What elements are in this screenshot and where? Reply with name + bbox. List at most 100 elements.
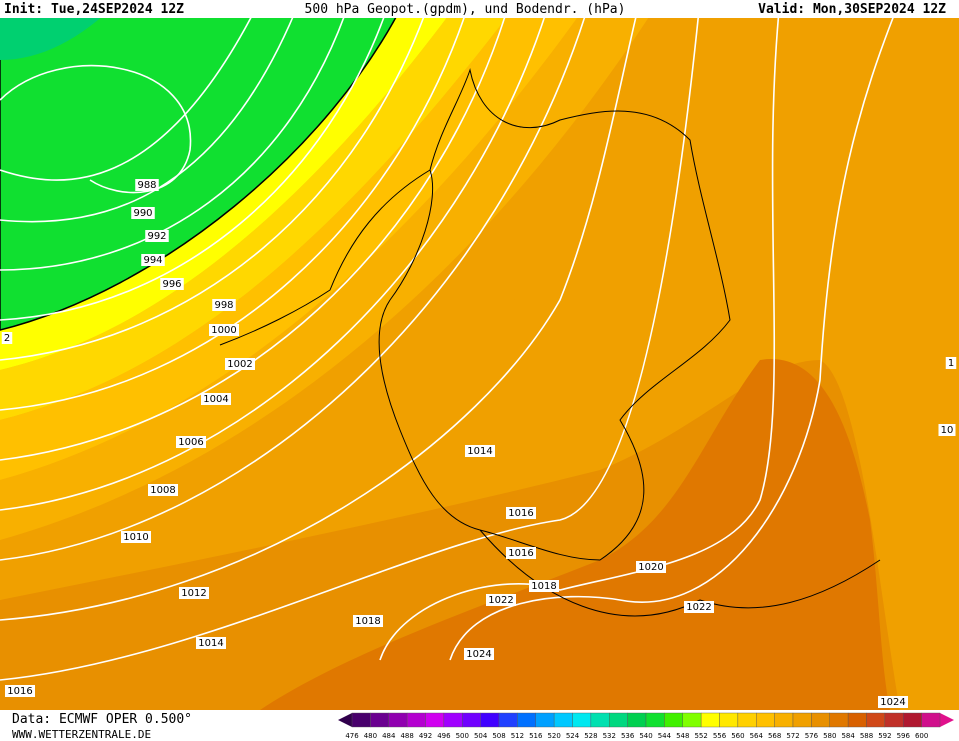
- colorbar-label: 508: [492, 732, 505, 740]
- isobar-label: 1022: [686, 602, 711, 613]
- colorbar-swatch: [664, 712, 683, 728]
- isobar-label-box: [486, 594, 516, 606]
- isobar-label: 1016: [7, 686, 32, 697]
- colorbar-swatch: [774, 712, 794, 728]
- isobar-label: 2: [4, 333, 10, 344]
- colorbar-label: 476: [345, 732, 359, 740]
- isobar-label-box: [196, 637, 226, 649]
- isobar-label-box: [945, 357, 957, 369]
- isobar-label: 992: [147, 231, 166, 242]
- map-title: 500 hPa Geopot.(gpdm), und Bodendr. (hPa…: [305, 2, 626, 17]
- colorbar-label: 488: [400, 732, 413, 740]
- init-time: Init: Tue,24SEP2024 12Z: [4, 2, 184, 17]
- colorbar-label: 548: [676, 732, 689, 740]
- isobar-label: 1024: [880, 697, 905, 708]
- isobar-label: 1016: [508, 508, 533, 519]
- colorbar-swatch: [884, 712, 904, 728]
- isobar-label-box: [684, 601, 714, 613]
- isobar-label-box: [141, 254, 165, 266]
- colorbar-label: 496: [437, 732, 451, 740]
- isobar: [0, 0, 701, 681]
- colorbar-label: 528: [584, 732, 597, 740]
- colorbar-swatch: [498, 712, 518, 728]
- colorbar-label: 512: [511, 732, 524, 740]
- colorbar-arrow-right: [940, 713, 954, 727]
- site-url: WWW.WETTERZENTRALE.DE: [12, 728, 151, 741]
- colorbar-swatch: [443, 712, 463, 728]
- isobar-label: 1024: [466, 649, 491, 660]
- colorbar-label: 504: [474, 732, 488, 740]
- isobar: [379, 0, 781, 661]
- coastline: [219, 169, 431, 346]
- field-552: [0, 0, 406, 331]
- footer: Data: ECMWF OPER 0.500° WWW.WETTERZENTRA…: [0, 710, 959, 741]
- isobar: [0, 0, 511, 461]
- isobar-label-box: [135, 179, 159, 191]
- colorbar-swatch: [351, 712, 371, 728]
- colorbar-label: 484: [382, 732, 396, 740]
- colorbar-swatch: [425, 712, 445, 728]
- colorbar-label: 588: [860, 732, 873, 740]
- colorbar-swatch: [462, 712, 481, 728]
- map: [0, 0, 959, 710]
- colorbar-label: 520: [547, 732, 560, 740]
- field-560: [0, 0, 520, 420]
- colorbar-swatch: [903, 712, 922, 728]
- valid-time: Valid: Mon,30SEP2024 12Z: [758, 2, 946, 17]
- field-564: [0, 0, 590, 480]
- colorbar-swatch: [811, 712, 830, 728]
- data-source: Data: ECMWF OPER 0.500°: [12, 712, 192, 727]
- isobar-label-box: [464, 648, 494, 660]
- colorbar-swatch: [829, 712, 849, 728]
- isobar-label: 1018: [531, 581, 556, 592]
- header: Init: Tue,24SEP2024 12Z 500 hPa Geopot.(…: [0, 0, 959, 18]
- isobar-label: 990: [133, 208, 152, 219]
- colorbar-swatch: [700, 712, 720, 728]
- isobar-label: 1002: [227, 359, 252, 370]
- field-572: [0, 0, 760, 600]
- isobar-label-box: [201, 393, 231, 405]
- isobar-label-box: [176, 436, 206, 448]
- colorbar-swatch: [370, 712, 389, 728]
- colorbar-label: 536: [621, 732, 635, 740]
- colorbar-swatch: [627, 712, 647, 728]
- isobar: [0, 0, 431, 361]
- isobar-label: 1018: [355, 616, 380, 627]
- colorbar-swatch: [847, 712, 867, 728]
- isobar-label-box: [225, 358, 255, 370]
- colorbar-label: 532: [603, 732, 616, 740]
- colorbar-label: 592: [878, 732, 891, 740]
- isobar-label: 1012: [181, 588, 206, 599]
- colorbar-label: 600: [915, 732, 928, 740]
- field-556: [0, 0, 460, 370]
- isobar-label: 1020: [638, 562, 663, 573]
- colorbar-label: 572: [786, 732, 799, 740]
- isobar-label-box: [145, 230, 169, 242]
- isobar: [0, 64, 192, 194]
- colorbar-swatch: [553, 712, 573, 728]
- colorbar-label: 500: [456, 732, 469, 740]
- isobar-label-box: [5, 685, 35, 697]
- field-580: [260, 359, 890, 710]
- colorbar-swatch: [792, 712, 812, 728]
- isobar-label: 994: [143, 255, 162, 266]
- colorbar-swatch: [517, 712, 536, 728]
- isobar-label: 996: [162, 279, 181, 290]
- isobar-label: 1014: [198, 638, 223, 649]
- border-germany: [378, 68, 731, 561]
- colorbar-swatch: [480, 712, 500, 728]
- isobar-label: 1004: [203, 394, 228, 405]
- isobar-label-box: [465, 445, 495, 457]
- colorbar-swatch: [535, 712, 555, 728]
- isobar-label: 1016: [508, 548, 533, 559]
- isobar-label: 1000: [211, 325, 236, 336]
- isobar-label: 1006: [178, 437, 203, 448]
- isobar-label-box: [506, 547, 536, 559]
- colorbar-label: 580: [823, 732, 836, 740]
- isobar-label: 10: [941, 425, 954, 436]
- isobar: [0, 0, 261, 181]
- isobar-label-box: [636, 561, 666, 573]
- isobar-label: 988: [137, 180, 156, 191]
- colorbar-swatch: [756, 712, 775, 728]
